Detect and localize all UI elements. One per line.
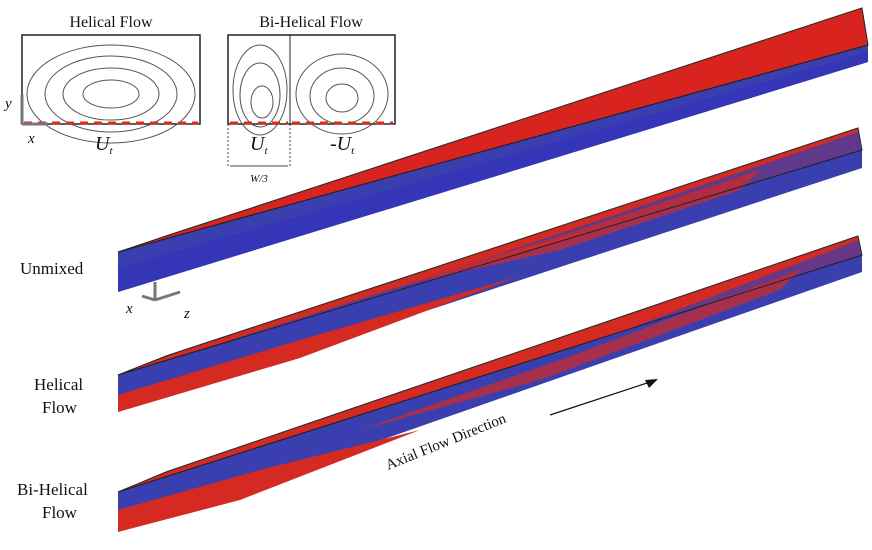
row-label: Unmixed — [20, 259, 84, 278]
velocity-label: Ut — [250, 133, 268, 157]
width-label: W/3 — [250, 173, 268, 185]
row-label: Flow — [42, 503, 78, 522]
axis-label: x — [27, 131, 35, 147]
axis-label: x — [125, 301, 133, 317]
inset-title: Helical Flow — [69, 14, 153, 31]
bi-helical-inset: Bi-Helical Flow Ut -Ut W/3 — [228, 14, 395, 185]
axis-label: y — [3, 96, 12, 112]
velocity-label: Ut — [95, 133, 113, 157]
row-label: Flow — [42, 398, 78, 417]
figure: Helical Flow y x Ut Bi-Helical Flow Ut -… — [0, 0, 872, 550]
row-label: Bi-Helical — [17, 480, 88, 499]
row-label: Helical — [34, 375, 83, 394]
helical-inset: Helical Flow y x Ut — [3, 14, 200, 157]
axis-label: z — [183, 306, 190, 322]
main-axes: x z — [125, 282, 190, 322]
inset-title: Bi-Helical Flow — [259, 14, 363, 31]
velocity-label: -Ut — [330, 133, 355, 157]
